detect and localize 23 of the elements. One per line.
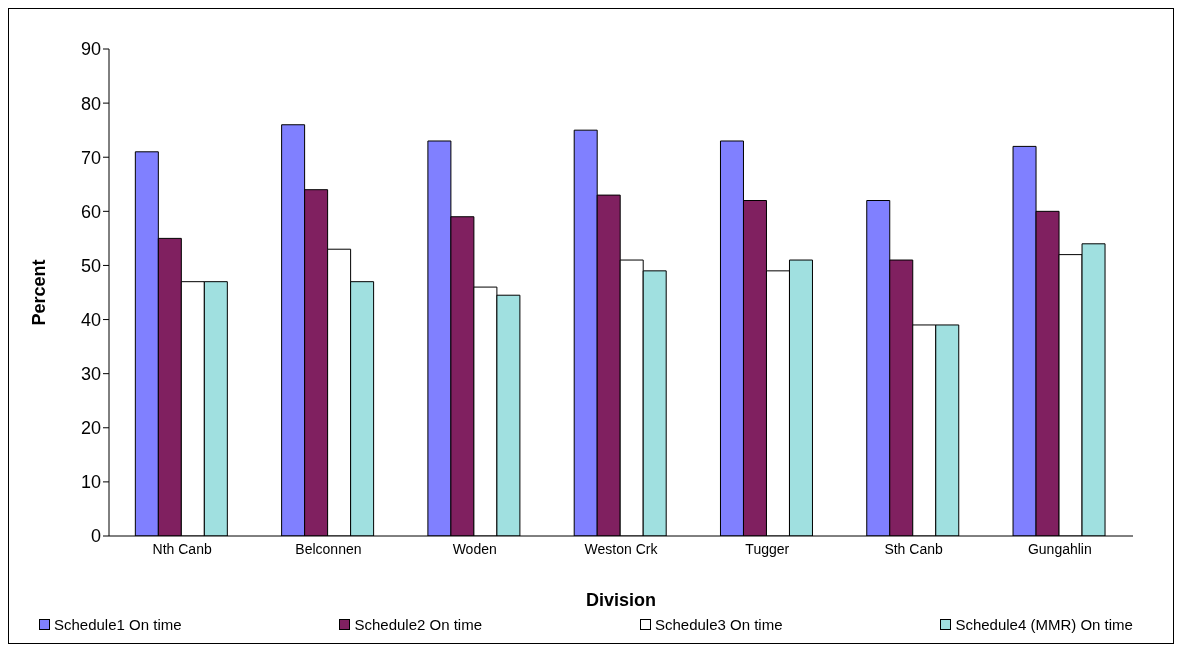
- y-tick-label: 70: [80, 147, 101, 168]
- x-tick-label: Weston Crk: [584, 540, 659, 557]
- x-tick-label: Sth Canb: [884, 540, 943, 557]
- y-axis-title: Percent: [29, 259, 50, 326]
- x-tick-label: Nth Canb: [152, 540, 212, 557]
- y-tick-label: 60: [80, 201, 101, 222]
- y-tick-label: 90: [80, 39, 101, 60]
- legend-label: Schedule1 On time: [54, 616, 182, 633]
- x-tick-label: Gungahlin: [1027, 540, 1092, 557]
- legend-label: Schedule3 On time: [654, 616, 783, 633]
- y-tick-label: 40: [80, 309, 101, 330]
- y-tick-label: 30: [80, 364, 101, 385]
- y-tick-label: 10: [80, 472, 101, 493]
- x-tick-label: Woden: [452, 540, 497, 557]
- x-axis-title: Division: [585, 590, 657, 610]
- y-tick-label: 0: [90, 526, 101, 547]
- legend-label: Schedule2 On time: [354, 616, 483, 633]
- legend-label: Schedule4 (MMR) On time: [955, 616, 1133, 633]
- y-tick-label: 80: [80, 93, 101, 114]
- x-tick-label: Tugger: [745, 540, 790, 557]
- x-tick-label: Belconnen: [295, 540, 362, 557]
- y-tick-label: 50: [80, 255, 101, 276]
- y-tick-label: 20: [80, 418, 101, 439]
